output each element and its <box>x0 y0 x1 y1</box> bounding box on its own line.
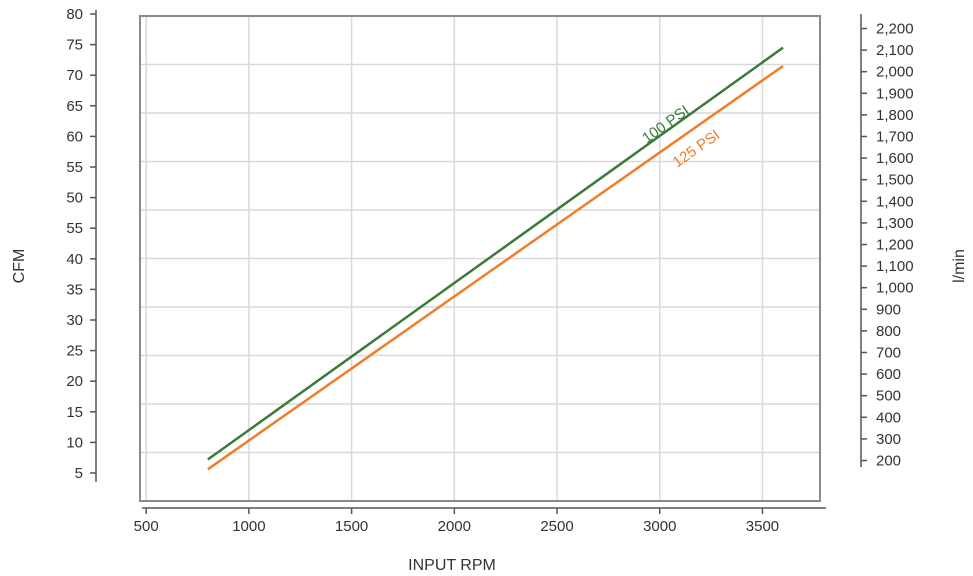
y2-tick-label: 2,000 <box>876 64 914 81</box>
y2-tick-label: 700 <box>876 345 901 362</box>
x-tick-label: 1500 <box>335 518 368 535</box>
y2-tick-label: 1,500 <box>876 172 914 189</box>
y-tick-label: 80 <box>66 6 83 23</box>
right-axis: 2,200 2,100 2,000 1,900 1,800 1,700 1,600 1,500… <box>860 14 914 470</box>
y-axis-title: CFM <box>11 249 28 284</box>
bottom-axis: 500 1000 1500 2000 2500 3000 3500 <box>134 507 826 535</box>
y2-tick-label: 1,300 <box>876 215 914 232</box>
y2-tick-label: 2,200 <box>876 21 914 38</box>
y-tick-label: 55 <box>66 159 83 176</box>
y-tick-label: 70 <box>66 67 83 84</box>
y-tick-label: 25 <box>66 343 83 360</box>
plot-frame <box>139 15 821 502</box>
y2-tick-label: 1,900 <box>876 85 914 102</box>
y2-tick-label: 1,400 <box>876 193 914 210</box>
x-tick-label: 3000 <box>643 518 676 535</box>
y2-tick-label: 1,600 <box>876 150 914 167</box>
y-tick-label: 10 <box>66 434 83 451</box>
y2-tick-label: 800 <box>876 323 901 340</box>
y-tick-label: 65 <box>66 98 83 115</box>
y-tick-label: 55 <box>66 220 83 237</box>
y-tick-label: 15 <box>66 404 83 421</box>
y2-tick-label: 1,700 <box>876 129 914 146</box>
grid <box>140 16 820 501</box>
y-tick-label: 60 <box>66 128 83 145</box>
y2-tick-label: 200 <box>876 453 901 470</box>
x-tick-label: 3500 <box>746 518 779 535</box>
y2-tick-label: 900 <box>876 301 901 318</box>
y2-tick-label: 600 <box>876 366 901 383</box>
y2-axis-title: l/min <box>951 249 968 283</box>
y-tick-label: 5 <box>75 465 83 482</box>
y-tick-label: 35 <box>66 281 83 298</box>
series-line-1 <box>207 46 784 461</box>
y2-tick-label: 1,200 <box>876 237 914 254</box>
y2-tick-label: 1,100 <box>876 258 914 275</box>
x-tick-label: 500 <box>134 518 159 535</box>
y2-tick-label: 2,100 <box>876 42 914 59</box>
left-axis: 80 75 70 65 60 55 50 55 40 35 30 25 20 15 10 5 <box>66 6 97 482</box>
x-tick-label: 2500 <box>540 518 573 535</box>
x-tick-label: 1000 <box>232 518 265 535</box>
y2-tick-label: 1,000 <box>876 280 914 297</box>
x-axis-title: INPUT RPM <box>408 557 496 574</box>
y-tick-label: 50 <box>66 190 83 207</box>
y-tick-label: 40 <box>66 251 83 268</box>
x-tick-label: 2000 <box>438 518 471 535</box>
y2-tick-label: 500 <box>876 388 901 405</box>
y-tick-label: 30 <box>66 312 83 329</box>
y2-tick-label: 1,800 <box>876 107 914 124</box>
y2-tick-label: 300 <box>876 431 901 448</box>
y-tick-label: 20 <box>66 373 83 390</box>
y2-tick-label: 400 <box>876 409 901 426</box>
series-line-2 <box>207 64 784 471</box>
y-tick-label: 75 <box>66 37 83 54</box>
